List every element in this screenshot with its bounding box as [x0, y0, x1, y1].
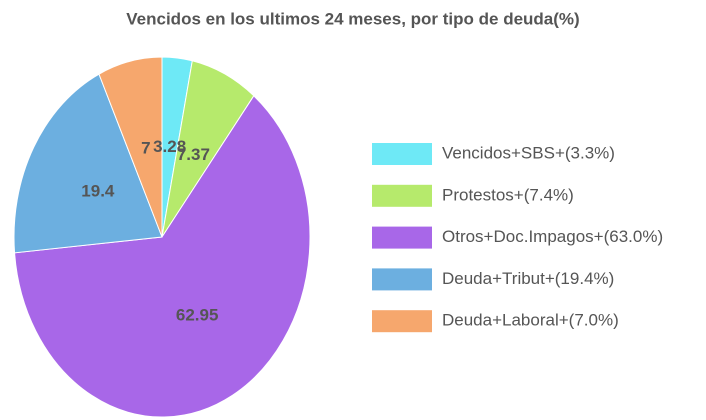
- data-label: 19.4: [81, 182, 115, 201]
- pie-slice: [14, 95, 311, 418]
- data-label: 3.28: [153, 137, 186, 156]
- legend-swatch: [372, 226, 432, 249]
- data-label: 62.95: [176, 306, 219, 325]
- pie-slice: [13, 73, 163, 254]
- pie-slice: [98, 56, 163, 238]
- legend-swatch: [372, 310, 432, 333]
- legend-swatch: [372, 268, 432, 291]
- chart-title: Vencidos en los ultimos 24 meses, por ti…: [126, 9, 579, 28]
- legend-label: Deuda+Tribut+(19.4%): [442, 269, 614, 288]
- legend-swatch: [372, 184, 432, 207]
- data-label: 7.37: [177, 145, 210, 164]
- legend-label: Otros+Doc.Impagos+(63.0%): [442, 227, 663, 246]
- legend-swatch: [372, 143, 432, 165]
- legend-label: Vencidos+SBS+(3.3%): [442, 143, 615, 162]
- legend-label: Deuda+Laboral+(7.0%): [442, 311, 619, 330]
- data-label: 7: [141, 139, 150, 158]
- legend-label: Protestos+(7.4%): [442, 185, 574, 204]
